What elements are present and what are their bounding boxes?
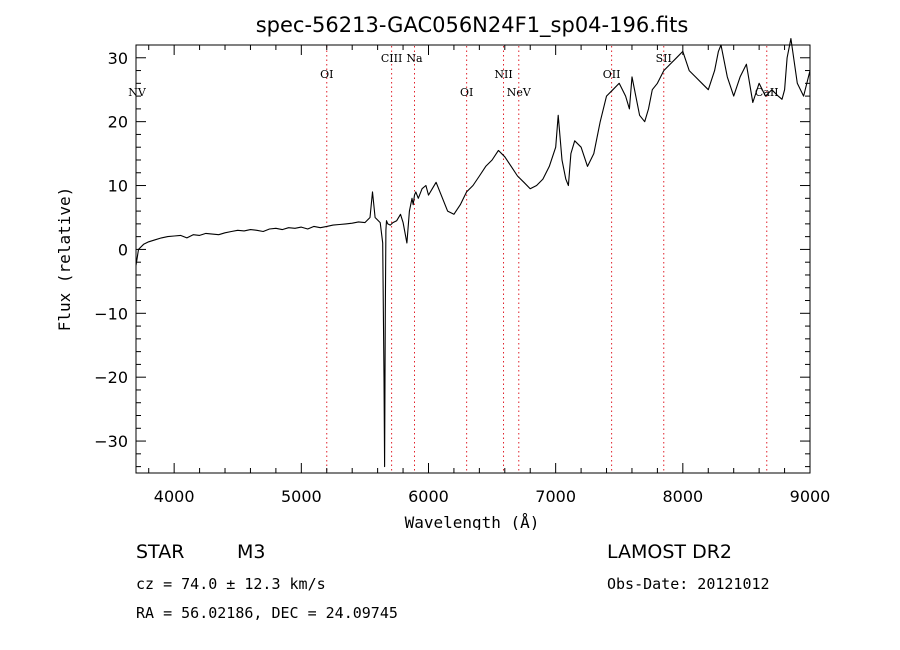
axis-tick-labels: 4000 5000 6000 7000 8000 9000 30 20 10 0 −10 −20 −30	[94, 49, 830, 506]
line-label-9: CaII	[755, 86, 779, 99]
chart-title: spec-56213-GAC056N24F1_sp04-196.fits	[256, 13, 689, 38]
observation-date: Obs-Date: 20121012	[607, 575, 770, 593]
y-tick-label: 30	[108, 49, 128, 68]
plot-frame	[135, 44, 811, 474]
spectrum-chart: spec-56213-GAC056N24F1_sp04-196.fits NV O…	[55, 13, 830, 530]
survey-name: LAMOST DR2	[607, 541, 732, 563]
line-label-6: NeV	[507, 86, 532, 99]
x-tick-label: 5000	[281, 487, 322, 506]
sky-coordinates: RA = 56.02186, DEC = 24.09745	[136, 604, 398, 622]
x-tick-label: 6000	[408, 487, 449, 506]
y-tick-label: 20	[108, 113, 128, 132]
flux-series	[135, 38, 811, 468]
line-label-5: NII	[494, 68, 512, 81]
redshift-velocity: cz = 74.0 ± 12.3 km/s	[136, 575, 326, 593]
object-subclass: M3	[237, 541, 266, 563]
line-label-1: OI	[320, 68, 333, 81]
flux-line	[135, 38, 811, 468]
line-label-3: Na	[406, 52, 423, 65]
y-tick-label: −10	[94, 304, 128, 323]
y-tick-label: −20	[94, 368, 128, 387]
x-tick-label: 9000	[790, 487, 831, 506]
y-tick-label: 0	[118, 240, 128, 259]
line-label-7: OII	[603, 68, 621, 81]
line-label-8: SII	[656, 52, 672, 65]
x-tick-label: 8000	[662, 487, 703, 506]
y-tick-label: −30	[94, 432, 128, 451]
emission-line-markers: NV OI CIII Na OI NII NeV OII SII CaII	[128, 46, 779, 472]
x-axis-label: Wavelength (Å)	[405, 513, 540, 530]
y-axis-label: Flux (relative)	[55, 187, 74, 332]
line-label-0: NV	[128, 86, 147, 99]
line-label-4: OI	[460, 86, 473, 99]
object-type: STAR	[136, 541, 185, 563]
x-tick-label: 4000	[154, 487, 195, 506]
y-tick-label: 10	[108, 177, 128, 196]
axis-ticks	[136, 44, 811, 473]
x-tick-label: 7000	[535, 487, 576, 506]
line-label-2: CIII	[381, 52, 402, 65]
